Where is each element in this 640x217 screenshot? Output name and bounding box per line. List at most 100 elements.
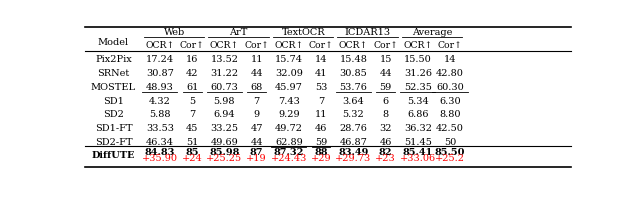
Text: 11: 11 — [250, 55, 263, 64]
Text: 8.80: 8.80 — [439, 110, 461, 119]
Text: 9.29: 9.29 — [278, 110, 300, 119]
Text: 41: 41 — [315, 69, 327, 78]
Text: 59: 59 — [315, 138, 327, 147]
Text: 85: 85 — [186, 148, 199, 157]
Text: SD1-FT: SD1-FT — [95, 124, 132, 133]
Text: 45.97: 45.97 — [275, 83, 303, 92]
Text: 7: 7 — [189, 110, 195, 119]
Text: 3.64: 3.64 — [342, 97, 364, 105]
Text: 15.48: 15.48 — [339, 55, 367, 64]
Text: SRNet: SRNet — [97, 69, 130, 78]
Text: ArT: ArT — [230, 28, 248, 37]
Text: ICDAR13: ICDAR13 — [344, 28, 391, 37]
Text: +24.43: +24.43 — [271, 154, 307, 163]
Text: 33.25: 33.25 — [211, 124, 238, 133]
Text: 59: 59 — [380, 83, 392, 92]
Text: 46: 46 — [315, 124, 327, 133]
Text: 6.86: 6.86 — [407, 110, 429, 119]
Text: 7: 7 — [253, 97, 260, 105]
Text: OCR↑: OCR↑ — [274, 41, 303, 50]
Text: 4.32: 4.32 — [149, 97, 171, 105]
Text: 45: 45 — [186, 124, 198, 133]
Text: 14: 14 — [444, 55, 456, 64]
Text: 30.87: 30.87 — [146, 69, 174, 78]
Text: 6.30: 6.30 — [439, 97, 461, 105]
Text: 46: 46 — [380, 138, 392, 147]
Text: 32.09: 32.09 — [275, 69, 303, 78]
Text: 7: 7 — [318, 97, 324, 105]
Text: Cor↑: Cor↑ — [438, 41, 463, 50]
Text: 13.52: 13.52 — [211, 55, 238, 64]
Text: 85.41: 85.41 — [403, 148, 433, 157]
Text: +23: +23 — [375, 154, 396, 163]
Text: 14: 14 — [315, 55, 327, 64]
Text: Cor↑: Cor↑ — [180, 41, 205, 50]
Text: 6.94: 6.94 — [214, 110, 235, 119]
Text: +33.06: +33.06 — [400, 154, 436, 163]
Text: 32: 32 — [380, 124, 392, 133]
Text: 47: 47 — [250, 124, 263, 133]
Text: 5.88: 5.88 — [149, 110, 171, 119]
Text: 84.83: 84.83 — [145, 148, 175, 157]
Text: DiffUTE: DiffUTE — [92, 151, 135, 160]
Text: +29.73: +29.73 — [335, 154, 371, 163]
Text: OCR↑: OCR↑ — [403, 41, 433, 50]
Text: 15.50: 15.50 — [404, 55, 431, 64]
Text: SD2-FT: SD2-FT — [95, 138, 132, 147]
Text: 85.98: 85.98 — [209, 148, 239, 157]
Text: 28.76: 28.76 — [339, 124, 367, 133]
Text: 87: 87 — [250, 148, 263, 157]
Text: 30.85: 30.85 — [339, 69, 367, 78]
Text: 6: 6 — [383, 97, 388, 105]
Text: 52.35: 52.35 — [404, 83, 432, 92]
Text: 68: 68 — [250, 83, 262, 92]
Text: 5.32: 5.32 — [342, 110, 364, 119]
Text: Cor↑: Cor↑ — [373, 41, 398, 50]
Text: +25.2: +25.2 — [435, 154, 465, 163]
Text: 85.50: 85.50 — [435, 148, 465, 157]
Text: Pix2Pix: Pix2Pix — [95, 55, 132, 64]
Text: +24: +24 — [182, 154, 202, 163]
Text: 46.34: 46.34 — [146, 138, 174, 147]
Text: Model: Model — [98, 38, 129, 47]
Text: 50: 50 — [444, 138, 456, 147]
Text: 62.89: 62.89 — [275, 138, 303, 147]
Text: 61: 61 — [186, 83, 198, 92]
Text: SD1: SD1 — [103, 97, 124, 105]
Text: +35.90: +35.90 — [142, 154, 178, 163]
Text: 9: 9 — [253, 110, 260, 119]
Text: 17.24: 17.24 — [146, 55, 174, 64]
Text: 15: 15 — [380, 55, 392, 64]
Text: 82: 82 — [379, 148, 392, 157]
Text: 53: 53 — [315, 83, 327, 92]
Text: 44: 44 — [250, 69, 263, 78]
Text: 5: 5 — [189, 97, 195, 105]
Text: 16: 16 — [186, 55, 198, 64]
Text: 83.49: 83.49 — [338, 148, 369, 157]
Text: TextOCR: TextOCR — [282, 28, 325, 37]
Text: 7.43: 7.43 — [278, 97, 300, 105]
Text: OCR↑: OCR↑ — [210, 41, 239, 50]
Text: Web: Web — [164, 28, 185, 37]
Text: 88: 88 — [314, 148, 328, 157]
Text: +25.25: +25.25 — [206, 154, 243, 163]
Text: MOSTEL: MOSTEL — [91, 83, 136, 92]
Text: 44: 44 — [380, 69, 392, 78]
Text: 87.32: 87.32 — [274, 148, 304, 157]
Text: 42: 42 — [186, 69, 198, 78]
Text: 49.72: 49.72 — [275, 124, 303, 133]
Text: 49.69: 49.69 — [211, 138, 238, 147]
Text: 31.26: 31.26 — [404, 69, 432, 78]
Text: 46.87: 46.87 — [339, 138, 367, 147]
Text: 15.74: 15.74 — [275, 55, 303, 64]
Text: 42.80: 42.80 — [436, 69, 464, 78]
Text: 5.98: 5.98 — [214, 97, 235, 105]
Text: 60.73: 60.73 — [211, 83, 238, 92]
Text: 36.32: 36.32 — [404, 124, 432, 133]
Text: Average: Average — [412, 28, 452, 37]
Text: 8: 8 — [383, 110, 388, 119]
Text: 44: 44 — [250, 138, 263, 147]
Text: 48.93: 48.93 — [146, 83, 174, 92]
Text: 53.76: 53.76 — [339, 83, 367, 92]
Text: +29: +29 — [311, 154, 332, 163]
